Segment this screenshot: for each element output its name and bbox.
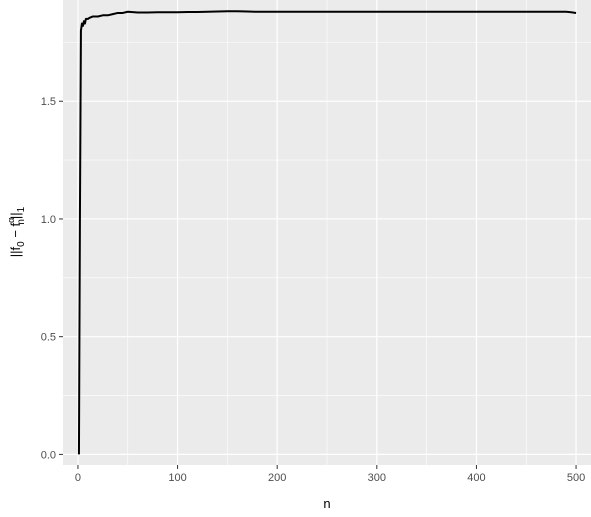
- y-axis-ticks: 0.0 0.5 1.0 1.5: [41, 96, 63, 461]
- y-tick-label-1: 0.5: [41, 332, 56, 344]
- x-tick-label-1: 100: [168, 472, 186, 484]
- x-tick-label-4: 400: [467, 472, 485, 484]
- y-title-subn: n: [16, 219, 27, 225]
- x-axis-ticks: 0 100 200 300 400 500: [75, 465, 585, 484]
- x-tick-label-5: 500: [567, 472, 585, 484]
- x-tick-label-0: 0: [75, 472, 81, 484]
- y-title-sup: α: [6, 218, 16, 223]
- x-axis-title: n: [323, 496, 330, 511]
- y-tick-label-2: 1.0: [41, 214, 56, 226]
- y-tick-label-0: 0.0: [41, 449, 56, 461]
- series-line: [77, 10, 577, 455]
- y-title-sub1: 1: [16, 206, 27, 212]
- x-tick-label-2: 200: [268, 472, 286, 484]
- y-tick-label-3: 1.5: [41, 96, 56, 108]
- major-gridlines: [63, 0, 591, 465]
- y-title-minus: − f: [8, 222, 23, 241]
- y-title-sub0: 0: [16, 241, 27, 247]
- minor-gridlines: [63, 0, 591, 465]
- y-title-tail: ||: [8, 212, 23, 219]
- x-tick-label-3: 300: [368, 472, 386, 484]
- y-title-base: ||f: [8, 246, 23, 257]
- y-axis-title: ||f0 − fαn||1: [6, 206, 27, 257]
